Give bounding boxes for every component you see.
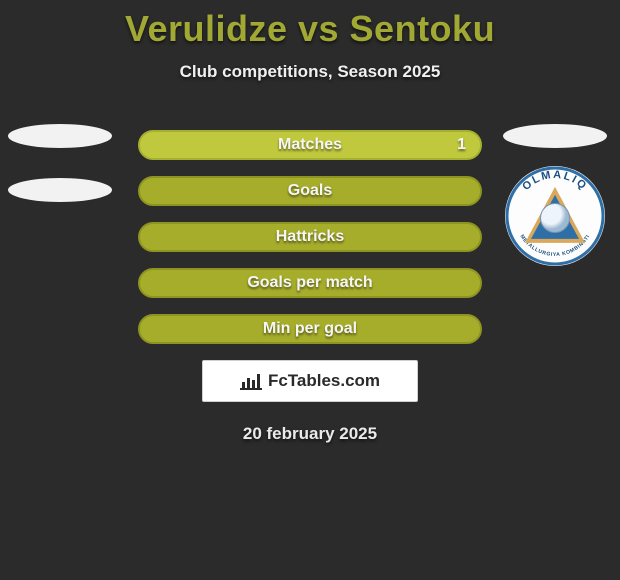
page-title: Verulidze vs Sentoku (0, 0, 620, 50)
stat-label: Goals per match (140, 274, 480, 292)
stat-row-hattricks: Hattricks (138, 222, 482, 252)
stat-row-goals: Goals (138, 176, 482, 206)
subtitle: Club competitions, Season 2025 (0, 62, 620, 82)
stat-label: Min per goal (140, 320, 480, 338)
stat-row-gpm: Goals per match (138, 268, 482, 298)
brand-box[interactable]: FcTables.com (202, 360, 418, 402)
stat-value-right: 1 (457, 136, 466, 154)
brand-tld: .com (340, 371, 380, 390)
stat-label: Hattricks (140, 228, 480, 246)
date-text: 20 february 2025 (0, 424, 620, 444)
stat-row-matches: Matches 1 (138, 130, 482, 160)
stat-row-mpg: Min per goal (138, 314, 482, 344)
brand-name: FcTables (268, 371, 340, 390)
brand-text: FcTables.com (268, 371, 380, 391)
stats-list: Matches 1 Goals Hattricks Goals per matc… (0, 130, 620, 344)
stat-label: Matches (140, 136, 480, 154)
stat-label: Goals (140, 182, 480, 200)
bar-chart-icon (240, 372, 262, 390)
